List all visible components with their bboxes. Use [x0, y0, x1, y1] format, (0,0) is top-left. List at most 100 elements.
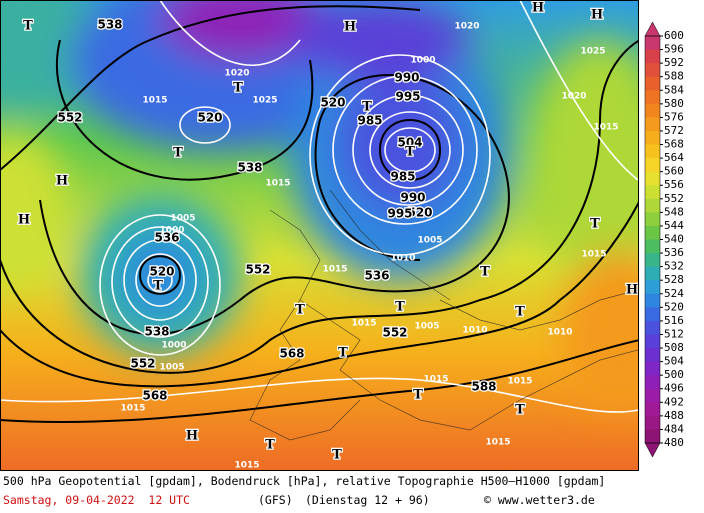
low-pressure-marker: T: [265, 438, 275, 453]
contour-label: 552: [57, 111, 82, 125]
low-pressure-marker: T: [23, 19, 33, 34]
contour-label: 1020: [561, 92, 586, 102]
contour-label: 568: [279, 347, 304, 361]
low-pressure-marker: T: [173, 146, 183, 161]
footer-run: (Dienstag 12 + 96): [305, 493, 430, 507]
colorbar-band: [645, 198, 660, 213]
colorbar-band: [645, 158, 660, 173]
colorbar-label: 560: [664, 165, 684, 178]
colorbar-label: 592: [664, 56, 684, 69]
colorbar-label: 488: [664, 409, 684, 422]
colorbar-label: 568: [664, 138, 684, 151]
colorbar-band: [645, 63, 660, 78]
colorbar-label: 496: [664, 382, 684, 395]
contour-label: 1015: [351, 319, 376, 329]
contour-label: 536: [154, 231, 179, 245]
footer-model: (GFS): [258, 493, 293, 507]
contour-label: 1015: [142, 96, 167, 106]
colorbar-label: 492: [664, 395, 684, 408]
colorbar-label: 524: [664, 287, 684, 300]
colorbar-label: 596: [664, 43, 684, 56]
contour-label: 1010: [462, 326, 487, 336]
contour-label: 1020: [224, 69, 249, 79]
colorbar-band: [645, 76, 660, 91]
colorbar-label: 556: [664, 178, 684, 191]
colorbar-label: 536: [664, 246, 684, 259]
high-pressure-marker: H: [626, 283, 638, 298]
contour-label: 568: [142, 389, 167, 403]
contour-label: 552: [130, 357, 155, 371]
contour-label: 985: [357, 114, 382, 128]
colorbar-label: 528: [664, 273, 684, 286]
low-pressure-marker: T: [295, 303, 305, 318]
low-pressure-marker: T: [338, 346, 348, 361]
colorbar-band: [645, 130, 660, 146]
contour-label: 588: [471, 380, 496, 394]
contour-label: 538: [97, 18, 122, 32]
map-area: [0, 0, 638, 470]
colorbar-label: 540: [664, 233, 684, 246]
colorbar-band: [645, 293, 660, 308]
colorbar-arrow-top: [644, 21, 661, 37]
colorbar-band: [645, 375, 660, 390]
low-pressure-marker: T: [405, 145, 415, 160]
contour-label: 520: [197, 111, 222, 125]
colorbar-label: 576: [664, 110, 684, 123]
high-pressure-marker: H: [344, 20, 356, 35]
contour-label: 1000: [159, 226, 184, 236]
footer-copyright: © www.wetter3.de: [484, 493, 595, 507]
low-pressure-marker: T: [480, 265, 490, 280]
contour-label: 990: [400, 191, 425, 205]
contour-label: 552: [245, 263, 270, 277]
contour-label: 1015: [581, 250, 606, 260]
colorbar-label: 508: [664, 341, 684, 354]
contour-label: 552: [382, 326, 407, 340]
colorbar-band: [645, 320, 660, 335]
colorbar-band: [645, 402, 660, 417]
contour-label: 536: [364, 269, 389, 283]
low-pressure-marker: T: [515, 403, 525, 418]
colorbar-arrow-bottom: [644, 442, 661, 458]
contour-label: 1015: [485, 438, 510, 448]
colorbar-label: 504: [664, 355, 684, 368]
high-pressure-marker: H: [591, 8, 603, 23]
contour-label: 538: [144, 325, 169, 339]
low-pressure-marker: T: [413, 388, 423, 403]
contour-label: 1000: [410, 56, 435, 66]
colorbar-band: [645, 144, 660, 159]
contour-label: 538: [237, 161, 262, 175]
contour-label: 985: [390, 170, 415, 184]
contour-label: 1015: [593, 123, 618, 133]
colorbar-band: [645, 307, 660, 322]
colorbar-band: [645, 334, 660, 349]
colorbar-band: [645, 117, 660, 132]
low-pressure-marker: T: [395, 300, 405, 315]
contour-label: 1015: [265, 179, 290, 189]
high-pressure-marker: H: [56, 174, 68, 189]
colorbar-label: 572: [664, 124, 684, 137]
colorbar-label: 588: [664, 70, 684, 83]
colorbar-label: 520: [664, 300, 684, 313]
contour-label: 520: [149, 265, 174, 279]
colorbar-label: 512: [664, 327, 684, 340]
colorbar-label: 544: [664, 219, 684, 232]
colorbar-band: [645, 103, 660, 118]
contour-label: 1015: [234, 461, 259, 471]
colorbar-band: [645, 212, 660, 227]
contour-label: 995: [395, 90, 420, 104]
colorbar-band: [645, 171, 660, 186]
colorbar-label: 564: [664, 151, 684, 164]
colorbar-band: [645, 36, 660, 51]
footer-description: 500 hPa Geopotential [gpdam], Bodendruck…: [3, 474, 606, 488]
footer-date: Samstag, 09-04-2022 12 UTC: [3, 493, 190, 507]
contour-label: 1015: [120, 404, 145, 414]
colorbar-label: 516: [664, 314, 684, 327]
contour-label: 504: [397, 136, 422, 150]
colorbar-label: 548: [664, 205, 684, 218]
map-frame: [0, 0, 639, 471]
colorbar-band: [645, 239, 660, 254]
contour-label: 1015: [423, 375, 448, 385]
low-pressure-marker: T: [590, 217, 600, 232]
contour-label: 1020: [454, 22, 479, 32]
